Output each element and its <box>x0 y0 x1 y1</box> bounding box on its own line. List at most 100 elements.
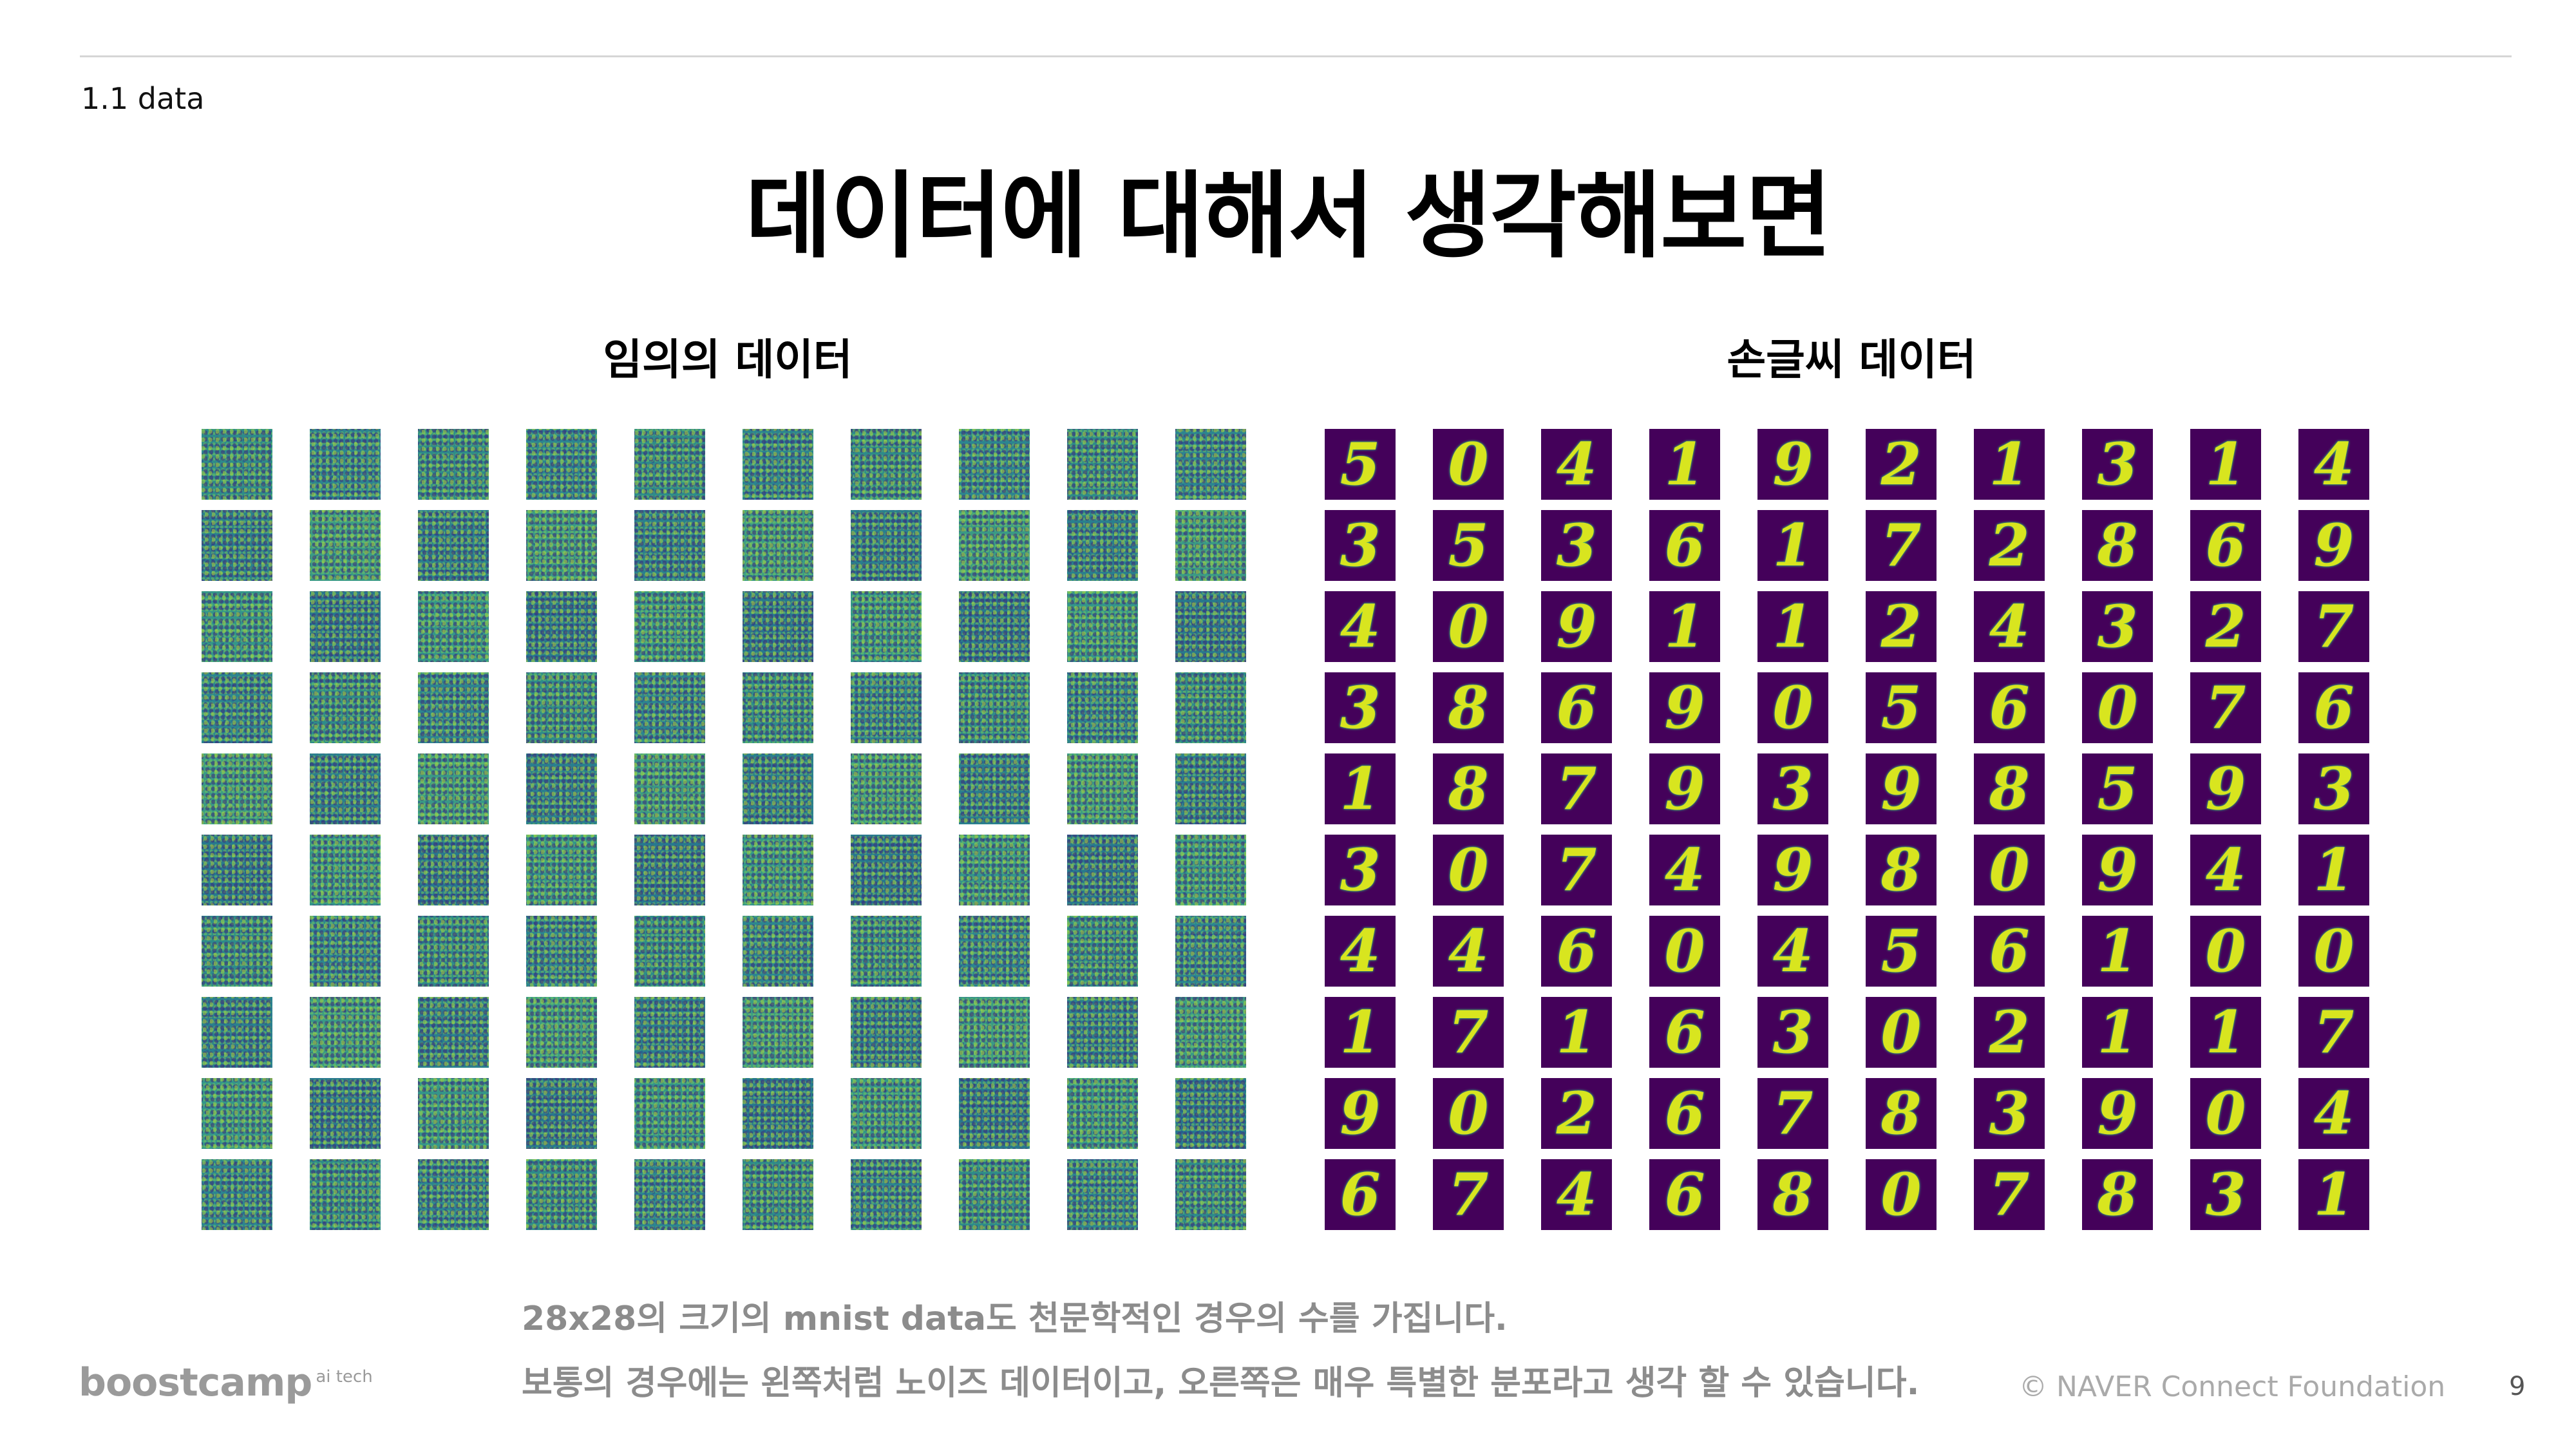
mnist-digit: 0 <box>1448 836 1489 904</box>
noise-image-tile <box>202 916 272 987</box>
mnist-digit-tile: 8 <box>1866 835 1937 905</box>
mnist-digit: 3 <box>1772 755 1814 823</box>
mnist-digit: 1 <box>1772 511 1814 580</box>
mnist-digit: 2 <box>1880 592 1922 661</box>
noise-image-tile <box>418 835 489 905</box>
mnist-digit: 7 <box>2313 998 2354 1066</box>
mnist-digit: 9 <box>1340 1079 1381 1148</box>
mnist-digit-tile: 5 <box>1433 510 1504 581</box>
mnist-digit-tile: 6 <box>1974 672 2045 743</box>
mnist-digit: 8 <box>2097 1160 2138 1229</box>
mnist-digit-tile: 4 <box>1649 835 1720 905</box>
mnist-digit-tile: 8 <box>2082 1159 2153 1230</box>
mnist-digit: 2 <box>1880 430 1922 498</box>
mnist-digit: 7 <box>1556 836 1597 904</box>
noise-image-tile <box>418 997 489 1068</box>
mnist-digit: 0 <box>1989 836 2030 904</box>
mnist-digit: 4 <box>1556 1160 1597 1229</box>
mnist-digit-tile: 4 <box>2298 1078 2369 1149</box>
mnist-digit-tile: 0 <box>1866 997 1937 1068</box>
noise-image-tile <box>1175 1078 1246 1149</box>
mnist-digit: 6 <box>2205 511 2246 580</box>
page-number: 9 <box>2509 1372 2526 1401</box>
noise-image-tile <box>851 753 922 824</box>
noise-image-tile <box>526 1078 597 1149</box>
mnist-digit: 1 <box>1340 998 1381 1066</box>
mnist-digit-tile: 3 <box>1325 672 1396 743</box>
noise-image-tile <box>959 997 1030 1068</box>
mnist-digit-tile: 6 <box>1325 1159 1396 1230</box>
mnist-digit-tile: 6 <box>2298 672 2369 743</box>
mnist-digit-tile: 1 <box>1649 429 1720 500</box>
noise-image-tile <box>851 429 922 500</box>
noise-image-tile <box>1067 916 1138 987</box>
mnist-digit-tile: 9 <box>1757 835 1828 905</box>
mnist-digit: 3 <box>2097 430 2138 498</box>
mnist-digit-tile: 0 <box>1757 672 1828 743</box>
mnist-digit: 4 <box>1664 836 1705 904</box>
noise-image-tile <box>959 510 1030 581</box>
mnist-digit-tile: 0 <box>2190 916 2261 987</box>
noise-image-tile <box>202 997 272 1068</box>
note-line-1: 28x28의 크기의 mnist data도 천문학적인 경우의 수를 가집니다… <box>522 1300 1508 1338</box>
mnist-digit-tile: 0 <box>1433 429 1504 500</box>
mnist-digit-tile: 0 <box>1974 835 2045 905</box>
boostcamp-logo: boostcamp ai tech <box>79 1360 373 1405</box>
mnist-digit: 1 <box>1556 998 1597 1066</box>
mnist-digit: 6 <box>1664 998 1705 1066</box>
mnist-digit: 9 <box>2205 755 2246 823</box>
top-divider <box>80 55 2512 57</box>
mnist-digit-tile: 2 <box>1974 510 2045 581</box>
mnist-digit-tile: 0 <box>1866 1159 1937 1230</box>
noise-image-tile <box>851 997 922 1068</box>
noise-image-tile <box>526 591 597 662</box>
mnist-digit: 1 <box>1664 592 1705 661</box>
mnist-digit: 5 <box>1880 917 1922 985</box>
mnist-digit-tile: 9 <box>2190 753 2261 824</box>
mnist-digit: 9 <box>1772 430 1814 498</box>
noise-image-tile <box>526 1159 597 1230</box>
noise-image-tile <box>634 753 705 824</box>
mnist-digit-tile: 2 <box>1866 429 1937 500</box>
noise-image-tile <box>418 1078 489 1149</box>
noise-image-tile <box>743 1078 813 1149</box>
mnist-digit: 1 <box>2097 917 2138 985</box>
noise-image-tile <box>526 916 597 987</box>
mnist-digit: 1 <box>1664 430 1705 498</box>
mnist-digit-tile: 8 <box>1433 672 1504 743</box>
noise-image-tile <box>851 835 922 905</box>
section-label: 1.1 data <box>81 81 205 116</box>
mnist-digit-tile: 1 <box>1757 591 1828 662</box>
noise-image-tile <box>202 591 272 662</box>
noise-image-tile <box>634 591 705 662</box>
mnist-digit-tile: 0 <box>1433 835 1504 905</box>
mnist-digit: 3 <box>1340 836 1381 904</box>
mnist-digit: 6 <box>1664 1160 1705 1229</box>
mnist-digit: 6 <box>1989 917 2030 985</box>
mnist-digit: 3 <box>2313 755 2354 823</box>
noise-image-tile <box>310 1159 381 1230</box>
mnist-digit-tile: 5 <box>1866 672 1937 743</box>
noise-image-tile <box>1175 753 1246 824</box>
noise-image-tile <box>743 916 813 987</box>
mnist-digit: 4 <box>2205 836 2246 904</box>
mnist-digit-tile: 4 <box>1974 591 2045 662</box>
mnist-digit: 9 <box>1772 836 1814 904</box>
mnist-digit: 2 <box>1556 1079 1597 1148</box>
mnist-digit-tile: 8 <box>1974 753 2045 824</box>
mnist-digit: 3 <box>1340 511 1381 580</box>
mnist-digit: 7 <box>2205 674 2246 742</box>
noise-image-tile <box>202 835 272 905</box>
noise-image-tile <box>634 1078 705 1149</box>
noise-image-tile <box>1067 997 1138 1068</box>
mnist-digit-tile: 3 <box>2298 753 2369 824</box>
noise-image-tile <box>959 916 1030 987</box>
noise-image-tile <box>310 672 381 743</box>
mnist-digit-tile: 0 <box>1433 1078 1504 1149</box>
mnist-digit: 0 <box>2097 674 2138 742</box>
mnist-digit-tile: 6 <box>1649 997 1720 1068</box>
mnist-digit-tile: 5 <box>2082 753 2153 824</box>
noise-image-tile <box>526 835 597 905</box>
mnist-digit-tile: 9 <box>1541 591 1612 662</box>
mnist-digit-tile: 4 <box>2190 835 2261 905</box>
